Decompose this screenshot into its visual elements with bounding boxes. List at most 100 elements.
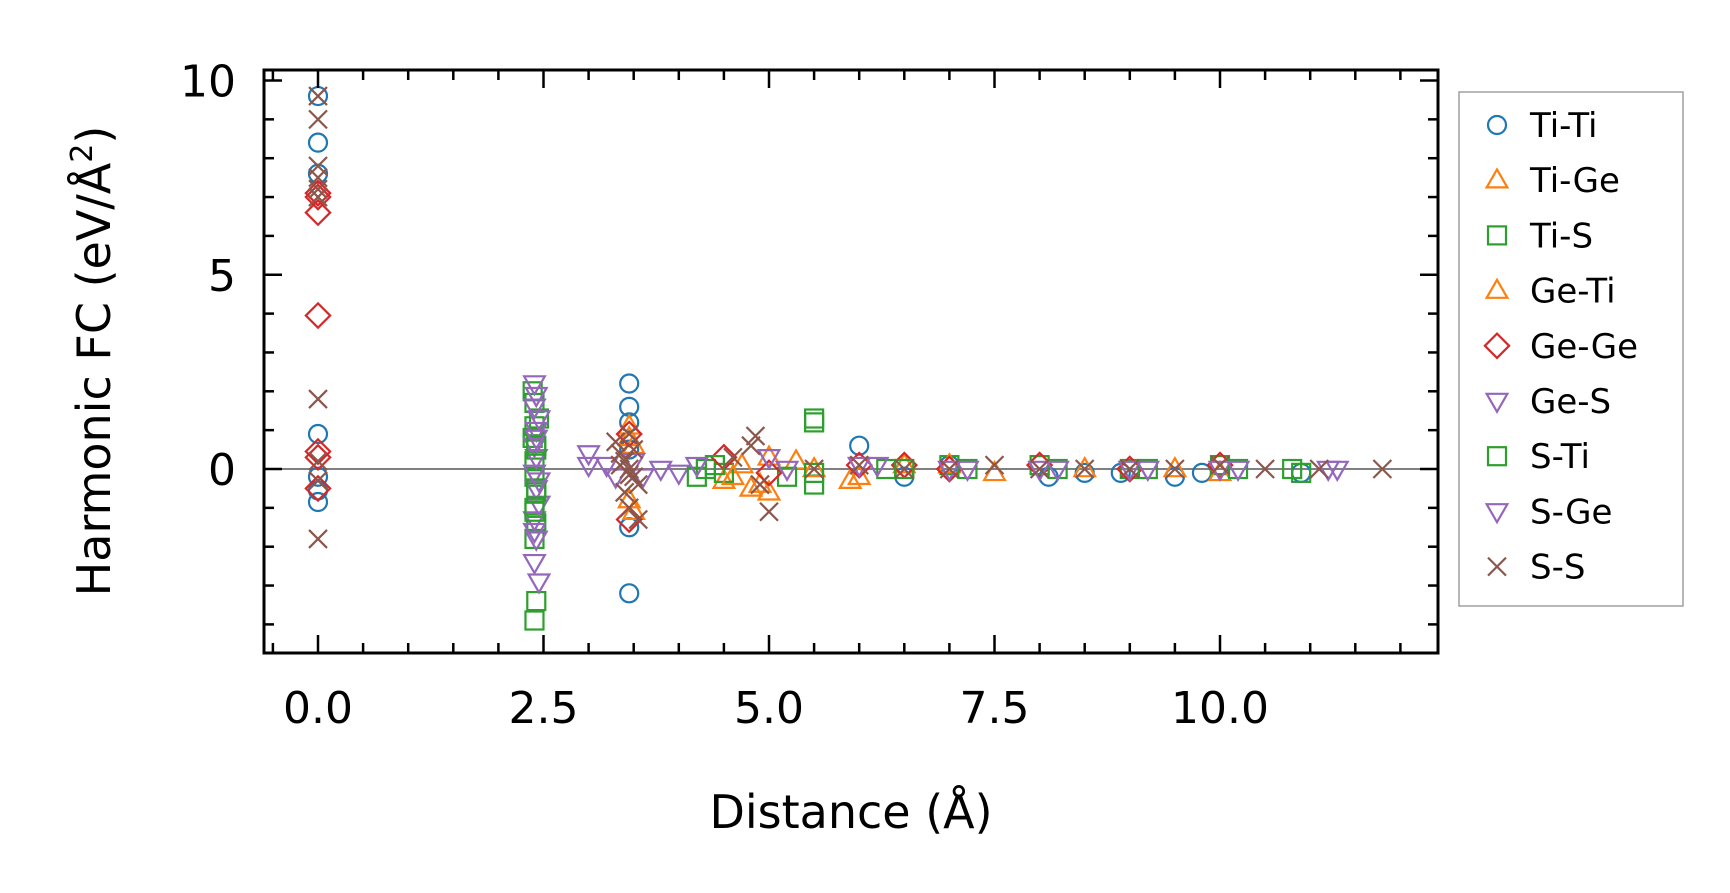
point-s-s: [308, 187, 328, 207]
x-tick-label: 10.0: [1171, 683, 1269, 734]
point-ge-ge: [304, 474, 332, 503]
point-ge-ti: [738, 475, 764, 497]
legend-marker-ti-ti: [1486, 114, 1508, 136]
point-s-ge: [1045, 460, 1070, 483]
point-s-ti: [894, 458, 915, 480]
point-s-ti: [526, 478, 547, 499]
point-s-ti: [1282, 458, 1303, 480]
x-tick-label: 0.0: [283, 683, 353, 734]
point-ti-ge: [756, 444, 782, 466]
point-s-s: [308, 86, 328, 106]
point-ti-ti: [307, 491, 329, 513]
point-ti-ge: [1162, 455, 1188, 478]
x-tick-label: 2.5: [509, 683, 579, 734]
legend-item-ge-s: Ge-S: [1484, 382, 1611, 422]
point-s-s: [894, 459, 915, 479]
point-s-s: [723, 447, 743, 468]
y-tick-label: 5: [208, 251, 236, 302]
point-ti-ti: [619, 583, 640, 604]
point-s-s: [308, 451, 328, 472]
point-s-ge: [955, 460, 980, 483]
legend-label: Ti-Ge: [1529, 161, 1620, 201]
point-s-s: [605, 432, 626, 452]
legend-item-ti-ti: Ti-Ti: [1486, 106, 1598, 146]
legend-label: Ge-Ge: [1530, 327, 1638, 367]
point-s-ge: [1225, 460, 1251, 483]
point-s-s: [1309, 459, 1329, 479]
x-axis-title: Distance (Å): [709, 785, 992, 839]
point-s-s: [623, 439, 644, 460]
legend-label: S-S: [1530, 548, 1585, 588]
point-ge-s: [522, 375, 547, 397]
point-ge-ge: [304, 198, 332, 227]
point-s-s: [741, 435, 761, 456]
point-ti-s: [524, 451, 545, 472]
point-ti-s: [803, 412, 825, 433]
point-ti-ti: [619, 373, 640, 394]
data-points: [304, 85, 1393, 631]
point-s-s: [1255, 459, 1275, 479]
point-ge-s: [522, 398, 547, 420]
point-ge-s: [526, 410, 552, 432]
legend-marker-s-s: [1487, 556, 1507, 577]
point-ge-ge: [755, 459, 783, 487]
point-ti-s: [524, 610, 545, 631]
point-s-s: [849, 455, 869, 475]
point-s-s: [308, 179, 328, 200]
point-s-s: [619, 465, 639, 485]
point-s-s: [308, 529, 328, 549]
point-ge-ti: [1072, 455, 1097, 478]
point-ti-ti: [307, 132, 329, 153]
point-s-s: [1029, 459, 1050, 479]
legend-label: Ti-Ti: [1529, 106, 1598, 146]
x-tick-labels: 0.0 2.5 5.0 7.5 10.0: [283, 683, 1269, 734]
point-ge-ti: [756, 479, 782, 501]
point-ti-s: [803, 474, 825, 495]
point-s-s: [939, 459, 960, 479]
legend-label: Ge-S: [1530, 382, 1611, 422]
point-s-s: [619, 498, 639, 518]
point-ti-s: [803, 408, 825, 429]
y-axis-title: Harmonic FC (eV/Å2): [65, 126, 121, 597]
point-s-ge: [864, 456, 890, 479]
y-tick-label: 10: [180, 57, 236, 108]
point-s-s: [1165, 459, 1185, 479]
legend-marker-ge-s: [1484, 392, 1510, 415]
point-ge-s: [522, 437, 547, 459]
x-tick-label: 7.5: [960, 683, 1030, 734]
point-ti-ti: [1074, 462, 1095, 483]
point-ti-ge: [729, 452, 755, 474]
legend-item-s-s: S-S: [1487, 548, 1585, 588]
legend-item-ge-ti: Ge-Ti: [1484, 272, 1616, 312]
point-ge-s: [1117, 460, 1143, 483]
point-ge-ti: [801, 455, 827, 478]
legend-item-ge-ge: Ge-Ge: [1483, 327, 1638, 367]
point-ge-s: [522, 553, 547, 576]
legend-marker-ti-s: [1486, 225, 1508, 246]
point-ge-s: [524, 421, 549, 444]
axis-ticks: [264, 70, 1438, 653]
point-s-s: [308, 389, 328, 409]
point-s-ge: [524, 429, 549, 451]
legend: Ti-Ti Ti-Ge Ti-S Ge-Ti Ge-Ge Ge-S S-Ti S-Ge S-S: [1458, 91, 1684, 607]
point-ge-s: [666, 464, 692, 486]
point-s-ge: [684, 456, 710, 479]
point-s-s: [1120, 459, 1140, 479]
point-ge-ge: [304, 183, 332, 211]
point-ti-ge: [837, 467, 863, 489]
point-ge-s: [648, 460, 674, 483]
point-s-s: [1372, 459, 1393, 479]
point-s-s: [745, 426, 766, 446]
legend-items: Ti-Ti Ti-Ge Ti-S Ge-Ti Ge-Ge Ge-S S-Ti S-Ge S-S: [1483, 106, 1638, 588]
point-ge-ti: [846, 463, 872, 486]
legend-item-s-ti: S-Ti: [1486, 437, 1590, 477]
point-s-ge: [526, 472, 552, 494]
point-ti-ti: [849, 435, 870, 456]
y-axis-title-close: ): [67, 126, 121, 144]
point-s-s: [614, 482, 635, 503]
point-s-s: [628, 509, 648, 530]
point-s-s: [308, 470, 328, 491]
point-s-s: [759, 501, 779, 522]
point-ge-s: [524, 386, 549, 409]
